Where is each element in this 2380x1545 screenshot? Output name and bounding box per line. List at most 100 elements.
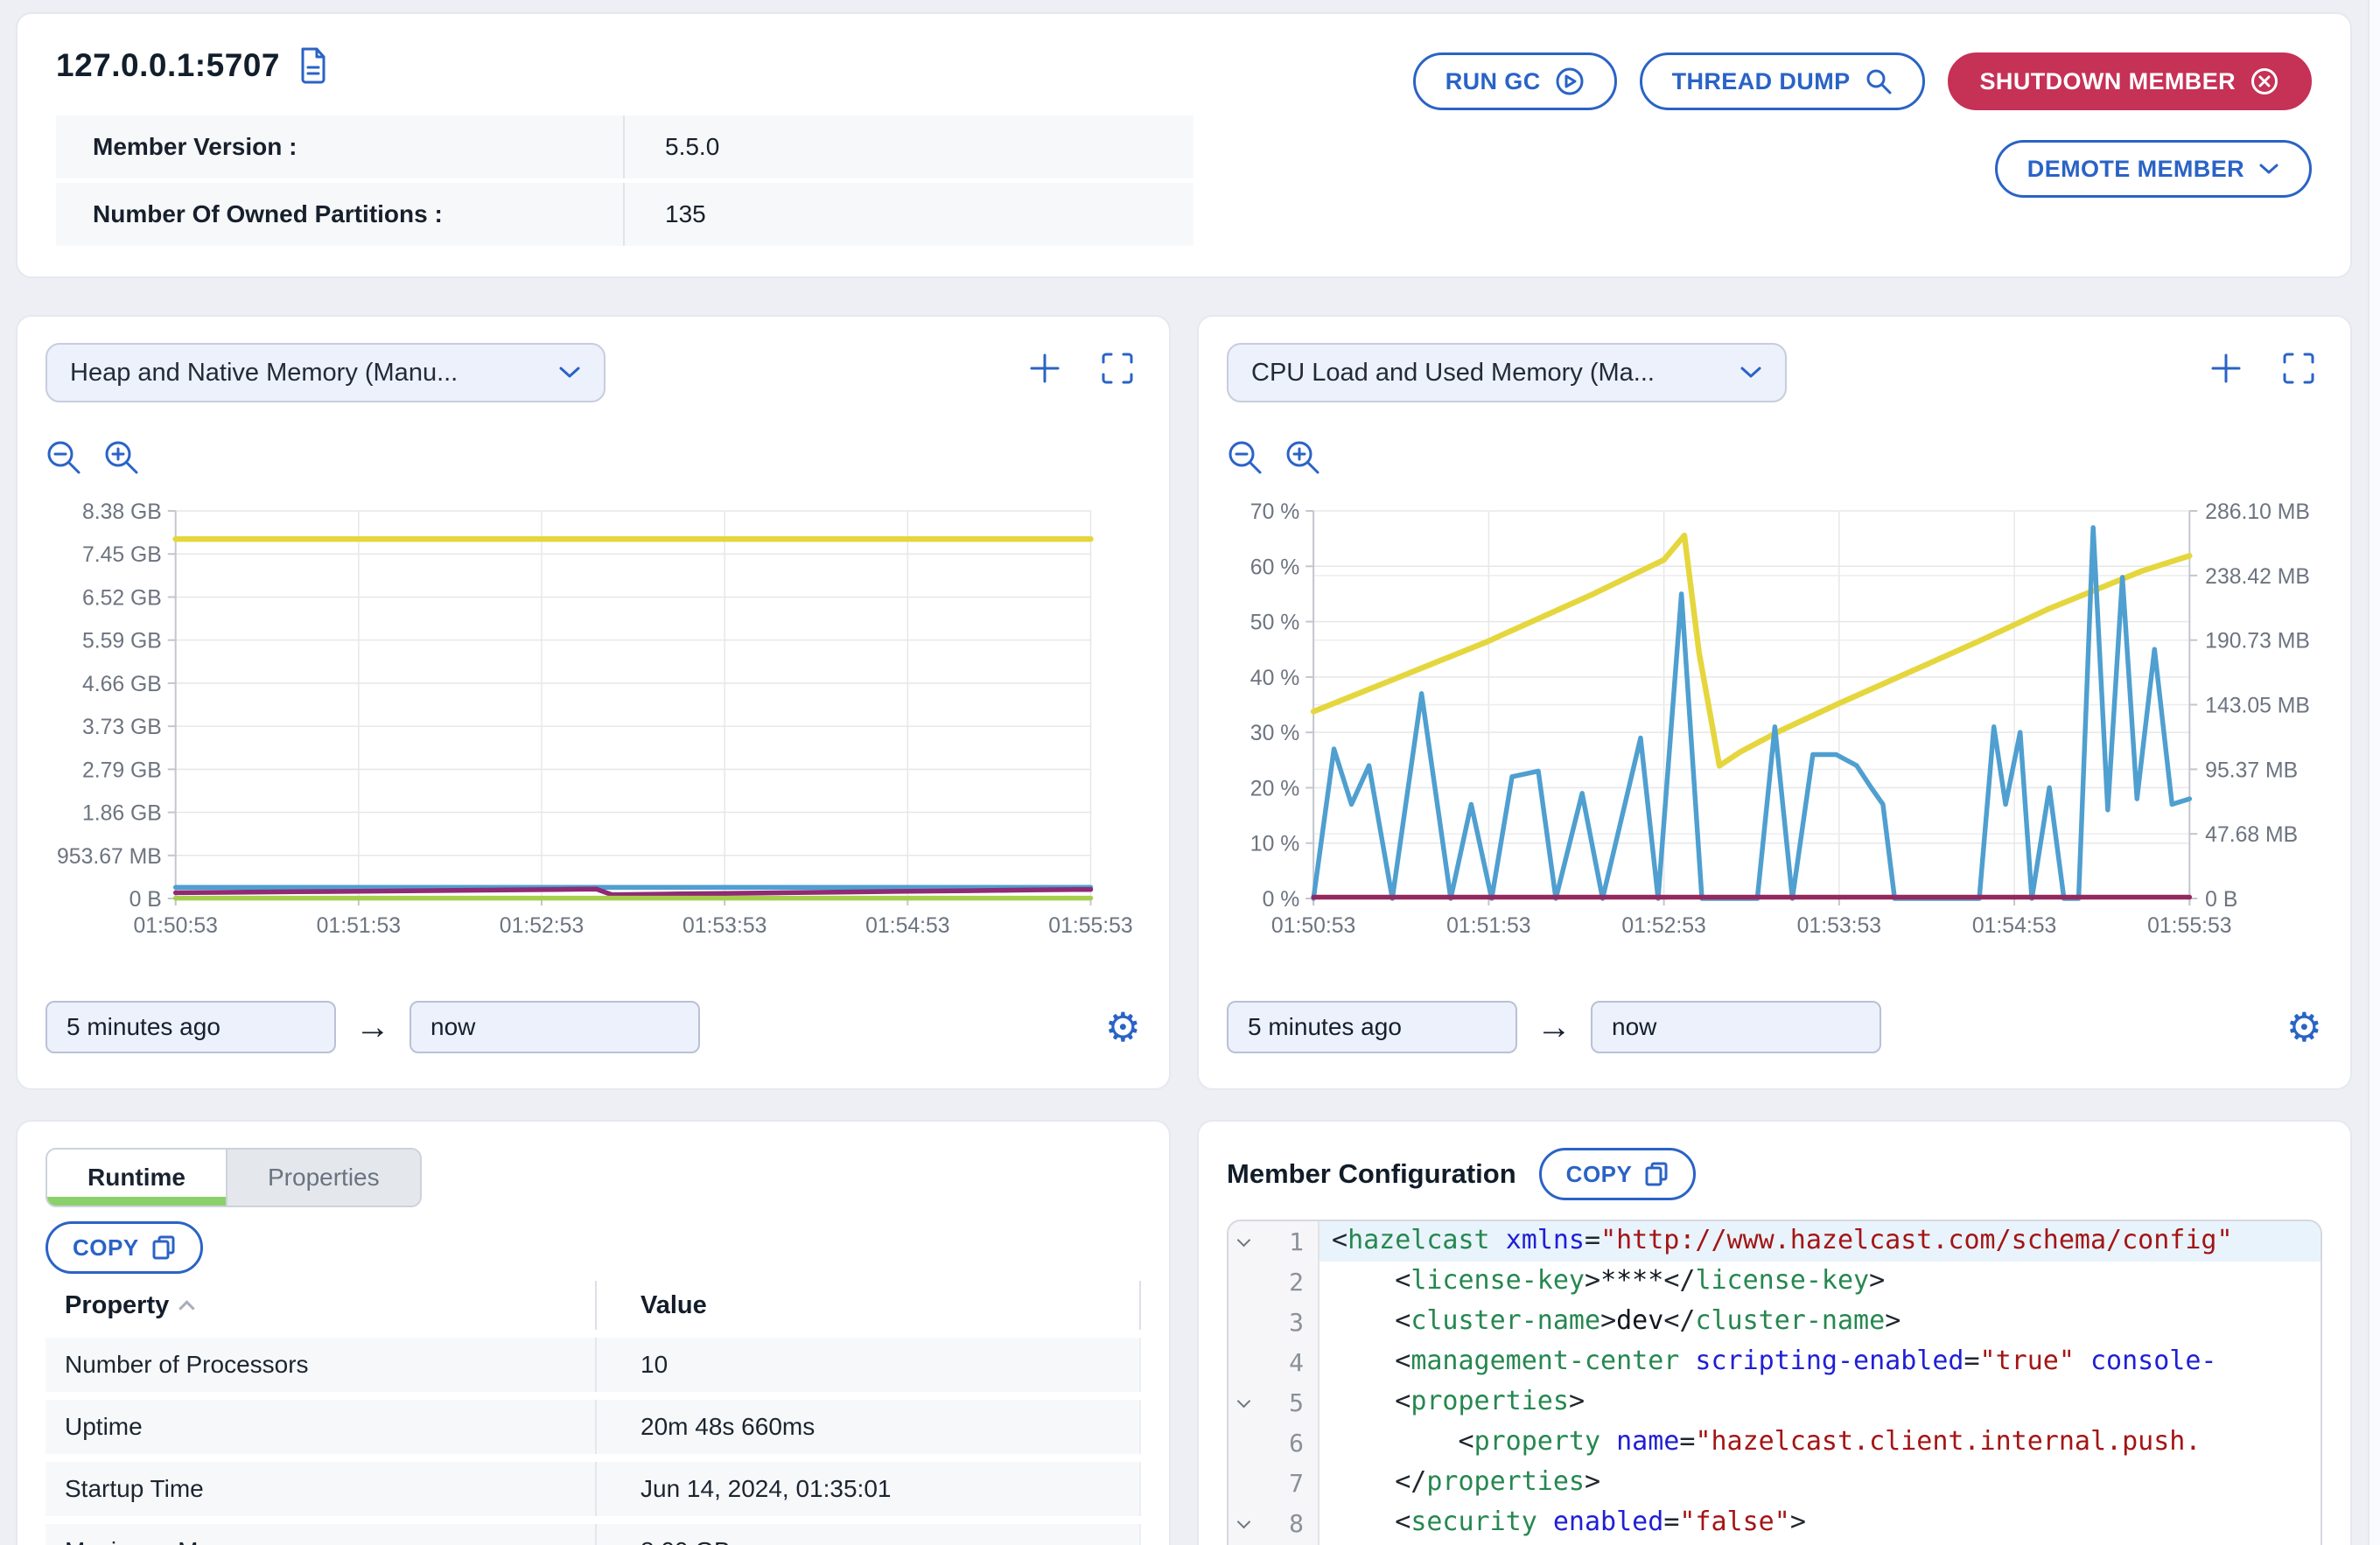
member-info-label: Number Of Owned Partitions : bbox=[56, 183, 625, 246]
config-copy-button[interactable]: COPY bbox=[1538, 1148, 1697, 1200]
code-token: enabled bbox=[1552, 1507, 1664, 1537]
chart-footer: 5 minutes ago → now ⚙ bbox=[46, 1001, 1141, 1053]
zoom-out-button[interactable] bbox=[46, 439, 84, 478]
code-token: properties bbox=[1410, 1386, 1569, 1416]
code-content: <cluster-name>dev</cluster-name> bbox=[1320, 1302, 2320, 1342]
runtime-tabs: Runtime Properties bbox=[46, 1148, 422, 1207]
magnifier-minus-icon bbox=[1228, 441, 1262, 474]
shutdown-member-button[interactable]: SHUTDOWN MEMBER bbox=[1947, 52, 2312, 110]
fullscreen-icon bbox=[1102, 353, 1133, 384]
zoom-in-button[interactable] bbox=[1284, 439, 1323, 478]
code-line: 9 <client-block-unmapped-actions>true</c… bbox=[1228, 1543, 2320, 1545]
chart-settings-gear-icon[interactable]: ⚙ bbox=[2286, 1004, 2322, 1050]
chevron-down-icon bbox=[2259, 164, 2278, 173]
add-chart-button[interactable] bbox=[2210, 352, 2242, 385]
heap-native-memory-chart[interactable]: 01:50:53 01:51:53 01:52:53 01:53:53 01:54:53… bbox=[46, 493, 1141, 966]
y-tick-label: 2.79 GB bbox=[82, 758, 162, 782]
x-tick-label: 01:50:53 bbox=[133, 913, 217, 938]
fold-chevron-icon[interactable] bbox=[1236, 1514, 1251, 1529]
page-scrollbar[interactable] bbox=[2368, 0, 2380, 1545]
zoom-in-button[interactable] bbox=[103, 439, 142, 478]
line-number: 4 bbox=[1289, 1347, 1304, 1377]
fullscreen-button[interactable] bbox=[1101, 352, 1134, 385]
code-token: dev bbox=[1616, 1305, 1664, 1336]
code-token bbox=[1679, 1346, 1695, 1376]
code-content: <license-key>****</license-key> bbox=[1320, 1262, 2320, 1302]
chart-header-icons bbox=[2210, 352, 2322, 385]
y-tick-label: 5.59 GB bbox=[82, 629, 162, 654]
chart-zoom-controls bbox=[1227, 439, 2322, 478]
zoom-out-button[interactable] bbox=[1227, 439, 1265, 478]
x-tick-label: 01:52:53 bbox=[1621, 913, 1705, 938]
time-from-input[interactable]: 5 minutes ago bbox=[46, 1001, 336, 1053]
code-content: <hazelcast xmlns="http://www.hazelcast.c… bbox=[1320, 1221, 2320, 1262]
code-token: > bbox=[1600, 1305, 1617, 1336]
y-tick-label: 953.67 MB bbox=[57, 844, 162, 869]
runtime-panel: Runtime Properties COPY Property bbox=[16, 1120, 1171, 1545]
code-token: cluster-name bbox=[1410, 1305, 1601, 1336]
code-token: properties bbox=[1426, 1466, 1585, 1497]
x-tick-label: 01:53:53 bbox=[1797, 913, 1881, 938]
run-gc-button[interactable]: RUN GC bbox=[1412, 52, 1617, 110]
tab-properties[interactable]: Properties bbox=[226, 1150, 420, 1206]
tab-runtime[interactable]: Runtime bbox=[47, 1150, 226, 1206]
fold-chevron-icon[interactable] bbox=[1236, 1394, 1251, 1409]
time-to-input[interactable]: now bbox=[410, 1001, 700, 1053]
x-tick-label: 01:51:53 bbox=[1446, 913, 1530, 938]
property-cell: Maximum Memory bbox=[46, 1524, 597, 1545]
code-gutter: 7 bbox=[1228, 1463, 1320, 1503]
play-circle-icon bbox=[1556, 67, 1584, 95]
member-configuration-panel: Member Configuration COPY 1 <hazelcast xm… bbox=[1197, 1120, 2352, 1545]
runtime-table-row[interactable]: Startup Time Jun 14, 2024, 01:35:01 bbox=[46, 1462, 1141, 1516]
code-token: < bbox=[1458, 1426, 1474, 1457]
line-number: 6 bbox=[1289, 1428, 1304, 1458]
code-content: <security enabled="false"> bbox=[1320, 1503, 2320, 1543]
code-token bbox=[1537, 1507, 1553, 1537]
cpu-used-memory-chart[interactable]: 01:50:53 01:51:53 01:52:53 01:53:53 01:54:53… bbox=[1227, 493, 2322, 966]
demote-member-button[interactable]: DEMOTE MEMBER bbox=[1994, 140, 2312, 198]
plus-icon bbox=[1030, 353, 1060, 383]
code-gutter: 5 bbox=[1228, 1382, 1320, 1423]
fullscreen-button[interactable] bbox=[2282, 352, 2315, 385]
chart-settings-gear-icon[interactable]: ⚙ bbox=[1104, 1004, 1141, 1050]
x-tick-label: 01:52:53 bbox=[500, 913, 584, 938]
code-token: management-center bbox=[1410, 1346, 1680, 1376]
code-token: property bbox=[1474, 1426, 1601, 1457]
time-to-value: now bbox=[1612, 1013, 1657, 1040]
demote-member-label: DEMOTE MEMBER bbox=[2026, 155, 2244, 182]
code-token: = bbox=[1964, 1346, 1980, 1376]
column-header-property[interactable]: Property bbox=[46, 1281, 597, 1330]
code-gutter: 8 bbox=[1228, 1503, 1320, 1543]
y-tick-label: 60 % bbox=[1250, 555, 1299, 579]
fold-chevron-icon[interactable] bbox=[1236, 1233, 1251, 1248]
time-from-input[interactable]: 5 minutes ago bbox=[1227, 1001, 1517, 1053]
copy-icon bbox=[152, 1235, 175, 1260]
heap-native-memory-chart-panel: Heap and Native Memory (Manu... bbox=[16, 315, 1171, 1090]
property-cell: Uptime bbox=[46, 1400, 597, 1454]
runtime-table-row[interactable]: Number of Processors 10 bbox=[46, 1338, 1141, 1392]
metric-dropdown-heap[interactable]: Heap and Native Memory (Manu... bbox=[46, 343, 606, 402]
chart-header-icons bbox=[1029, 352, 1141, 385]
y-right-tick-label: 47.68 MB bbox=[2205, 822, 2298, 847]
runtime-table-row[interactable]: Uptime 20m 48s 660ms bbox=[46, 1400, 1141, 1454]
add-chart-button[interactable] bbox=[1029, 352, 1060, 385]
config-code-editor[interactable]: 1 <hazelcast xmlns="http://www.hazelcast.… bbox=[1227, 1220, 2322, 1545]
runtime-table-row[interactable]: Maximum Memory8.00 GB bbox=[46, 1524, 1141, 1545]
runtime-copy-button[interactable]: COPY bbox=[46, 1221, 203, 1274]
code-token: scripting-enabled bbox=[1695, 1346, 1964, 1376]
member-actions-row-2: DEMOTE MEMBER bbox=[1994, 140, 2312, 198]
time-to-input[interactable]: now bbox=[1591, 1001, 1881, 1053]
copy-label: COPY bbox=[1565, 1160, 1633, 1187]
member-address-row: 127.0.0.1:5707 bbox=[56, 45, 1194, 86]
code-token: license-key bbox=[1695, 1265, 1870, 1296]
code-line: 2 <license-key>****</license-key> bbox=[1228, 1262, 2320, 1302]
line-number: 2 bbox=[1289, 1267, 1304, 1297]
thread-dump-button[interactable]: THREAD DUMP bbox=[1639, 52, 1925, 110]
plus-icon bbox=[2211, 353, 2241, 383]
member-info-row: Member Version : 5.5.0 bbox=[56, 115, 1194, 178]
code-line: 1 <hazelcast xmlns="http://www.hazelcast.… bbox=[1228, 1221, 2320, 1262]
metric-dropdown-cpu[interactable]: CPU Load and Used Memory (Ma... bbox=[1227, 343, 1787, 402]
y-tick-label: 40 % bbox=[1250, 666, 1299, 690]
config-document-icon[interactable] bbox=[298, 45, 329, 86]
code-token: > bbox=[1585, 1466, 1601, 1497]
